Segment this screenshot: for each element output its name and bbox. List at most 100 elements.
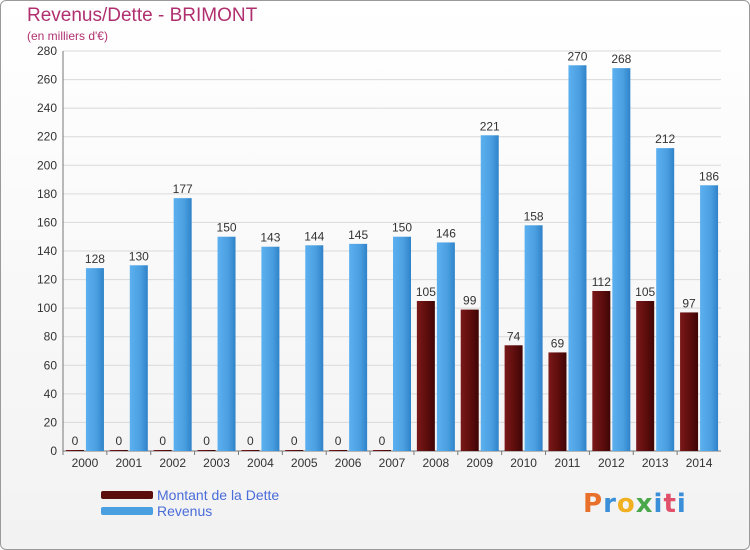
data-label-dette: 0 bbox=[291, 434, 298, 448]
bar-dette bbox=[65, 450, 84, 451]
bar-revenus bbox=[612, 68, 631, 452]
bar-revenus bbox=[524, 225, 543, 451]
bar-dette bbox=[460, 309, 479, 451]
chart-title: Revenus/Dette - BRIMONT bbox=[27, 5, 258, 26]
data-label-revenus: 186 bbox=[699, 169, 719, 183]
bar-dette bbox=[285, 450, 304, 451]
x-tick-label: 2003 bbox=[203, 456, 230, 470]
bar-dette bbox=[153, 450, 172, 451]
data-label-revenus: 150 bbox=[392, 221, 412, 235]
x-tick-label: 2010 bbox=[510, 456, 537, 470]
bar-revenus bbox=[393, 236, 411, 451]
data-label-dette: 105 bbox=[416, 285, 436, 299]
bar-dette bbox=[680, 312, 699, 451]
y-tick-label: 80 bbox=[44, 330, 58, 344]
y-tick-label: 40 bbox=[44, 387, 58, 401]
data-label-revenus: 177 bbox=[173, 182, 193, 196]
data-label-revenus: 150 bbox=[217, 221, 237, 235]
data-label-revenus: 145 bbox=[348, 228, 368, 242]
legend-swatch-debt bbox=[101, 491, 153, 499]
data-label-dette: 0 bbox=[72, 434, 79, 448]
y-tick-label: 120 bbox=[37, 273, 57, 287]
data-label-revenus: 146 bbox=[436, 226, 456, 240]
data-label-dette: 0 bbox=[115, 434, 122, 448]
data-label-revenus: 144 bbox=[304, 229, 324, 243]
data-label-dette: 0 bbox=[335, 434, 342, 448]
data-label-dette: 99 bbox=[463, 294, 477, 308]
y-tick-label: 200 bbox=[37, 158, 57, 172]
data-label-dette: 74 bbox=[507, 329, 521, 343]
bar-revenus bbox=[305, 245, 324, 451]
logo-letter: i bbox=[676, 489, 687, 519]
bar-dette bbox=[109, 450, 128, 451]
y-tick-label: 100 bbox=[37, 301, 57, 315]
legend-swatch-revenus bbox=[101, 507, 153, 515]
proxiti-logo: Proxiti bbox=[583, 489, 687, 519]
logo-letter: P bbox=[583, 489, 604, 519]
bar-dette bbox=[548, 352, 567, 451]
data-label-dette: 0 bbox=[247, 434, 254, 448]
legend-label-revenus: Revenus bbox=[157, 503, 213, 519]
bar-dette bbox=[636, 301, 655, 451]
data-label-dette: 0 bbox=[203, 434, 210, 448]
y-tick-label: 240 bbox=[37, 101, 57, 115]
x-tick-label: 2007 bbox=[379, 456, 406, 470]
bar-revenus bbox=[656, 148, 675, 451]
bar-revenus bbox=[85, 268, 104, 451]
x-tick-label: 2004 bbox=[247, 456, 274, 470]
data-label-revenus: 158 bbox=[524, 209, 544, 223]
bar-revenus bbox=[480, 135, 499, 452]
bar-dette bbox=[329, 450, 348, 451]
y-tick-label: 160 bbox=[37, 215, 57, 229]
data-label-revenus: 212 bbox=[655, 132, 675, 146]
data-label-revenus: 130 bbox=[129, 249, 149, 263]
x-tick-label: 2001 bbox=[115, 456, 142, 470]
bar-dette bbox=[592, 291, 611, 451]
data-label-revenus: 143 bbox=[260, 231, 280, 245]
data-label-revenus: 268 bbox=[611, 52, 631, 66]
bar-revenus bbox=[568, 65, 587, 452]
data-label-dette: 0 bbox=[379, 434, 386, 448]
data-label-dette: 0 bbox=[159, 434, 166, 448]
data-label-revenus: 128 bbox=[85, 252, 105, 266]
x-tick-label: 2012 bbox=[598, 456, 625, 470]
bar-revenus bbox=[173, 198, 192, 451]
bar-revenus bbox=[700, 185, 719, 452]
data-label-dette: 112 bbox=[592, 275, 611, 289]
logo-letter: t bbox=[663, 489, 677, 519]
x-tick-label: 2002 bbox=[159, 456, 186, 470]
legend-label-debt: Montant de la Dette bbox=[157, 487, 280, 503]
bar-dette bbox=[416, 301, 435, 451]
logo-letter: o bbox=[616, 489, 636, 519]
data-label-dette: 69 bbox=[551, 336, 565, 350]
bar-revenus bbox=[129, 265, 148, 451]
y-tick-label: 0 bbox=[50, 444, 57, 458]
bar-revenus bbox=[436, 242, 455, 451]
x-tick-label: 2006 bbox=[335, 456, 362, 470]
x-tick-label: 2000 bbox=[72, 456, 99, 470]
x-tick-label: 2014 bbox=[686, 456, 713, 470]
bar-dette bbox=[373, 450, 391, 451]
x-tick-label: 2008 bbox=[423, 456, 450, 470]
bar-revenus bbox=[217, 236, 236, 451]
x-tick-label: 2005 bbox=[291, 456, 318, 470]
bar-dette bbox=[241, 450, 260, 451]
y-tick-label: 140 bbox=[37, 244, 57, 258]
bar-dette bbox=[197, 450, 216, 451]
y-tick-label: 220 bbox=[37, 130, 57, 144]
data-label-dette: 97 bbox=[682, 296, 696, 310]
data-label-dette: 105 bbox=[635, 285, 655, 299]
bar-revenus bbox=[261, 246, 280, 451]
y-tick-label: 280 bbox=[37, 44, 57, 58]
x-tick-label: 2009 bbox=[466, 456, 493, 470]
logo-letter: x bbox=[635, 489, 654, 519]
y-tick-label: 180 bbox=[37, 187, 57, 201]
data-label-revenus: 221 bbox=[480, 119, 500, 133]
y-tick-label: 260 bbox=[37, 73, 57, 87]
x-tick-label: 2011 bbox=[555, 456, 581, 470]
logo-letter: r bbox=[603, 489, 617, 519]
logo-letter: i bbox=[653, 489, 664, 519]
bar-revenus bbox=[349, 243, 368, 451]
